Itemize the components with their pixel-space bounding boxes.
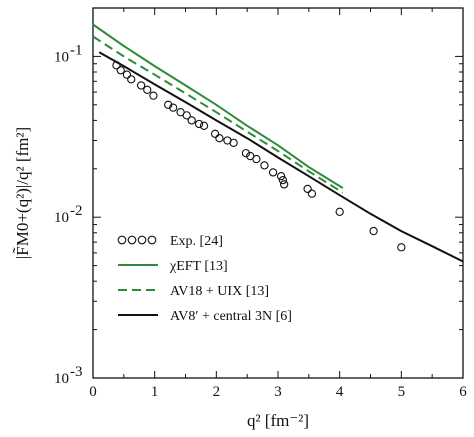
legend-entry-av18: AV18 + UIX [13]: [118, 284, 269, 299]
legend-label: Exp. [24]: [170, 234, 223, 249]
x-tick-label: 0: [89, 384, 97, 400]
legend-label: AV18 + UIX [13]: [170, 284, 269, 299]
data-point: [307, 189, 317, 198]
data-point: [122, 70, 132, 79]
legend-label: AV8′ + central 3N [6]: [170, 309, 292, 324]
data-point: [303, 184, 312, 194]
plot-area: [92, 7, 464, 379]
x-tick-label: 1: [151, 384, 159, 400]
data-point: [187, 116, 196, 125]
y-tick-label: 10: [54, 371, 69, 387]
data-point: [215, 134, 224, 143]
data-point: [268, 168, 278, 177]
x-tick-label: 2: [213, 384, 221, 400]
data-point: [229, 138, 238, 147]
series-line-av8: [98, 51, 464, 263]
data-point: [397, 243, 406, 252]
data-point: [116, 66, 125, 75]
axis-ticks: [92, 7, 464, 379]
series-exp: [112, 61, 406, 252]
data-point: [194, 119, 204, 129]
data-point: [169, 103, 178, 112]
data-point: [278, 175, 288, 185]
legend-entry-chieft: χEFT [13]: [118, 259, 228, 274]
legend-marker: [127, 235, 137, 245]
data-point: [335, 207, 344, 216]
y-tick-label: 10: [54, 49, 69, 65]
data-point: [276, 172, 286, 181]
data-point: [210, 129, 220, 138]
y-axis-label: |F̃M0+(q²)|/q² [fm²]: [13, 127, 32, 259]
y-tick-exponent: -1: [70, 42, 83, 58]
y-tick-exponent: -2: [70, 203, 83, 219]
y-tick-label: 10: [54, 210, 69, 226]
legend: Exp. [24] χEFT [13] AV18 + UIX [13] AV8′ + …: [117, 234, 292, 324]
data-point: [149, 91, 158, 100]
data-point: [164, 100, 173, 109]
data-point: [199, 121, 209, 130]
x-tick-label: 3: [274, 384, 282, 400]
legend-marker: [137, 235, 147, 245]
legend-marker: [117, 235, 127, 245]
data-point: [127, 75, 136, 84]
series-line-av18: [92, 35, 344, 194]
legend-label: χEFT [13]: [169, 259, 228, 274]
x-tick-label: 6: [459, 384, 467, 400]
y-tick-exponent: -3: [70, 364, 83, 380]
data-point: [143, 85, 152, 94]
data-point: [280, 180, 289, 189]
series-line-chieft: [92, 23, 344, 189]
legend-marker: [147, 235, 157, 245]
series-layer: [92, 23, 464, 263]
data-point: [260, 161, 269, 170]
data-point: [369, 226, 378, 236]
x-tick-label: 4: [336, 384, 344, 400]
legend-entry-av8: AV8′ + central 3N [6]: [118, 309, 292, 324]
x-axis-label: q² [fm⁻²]: [247, 411, 309, 430]
data-point: [241, 149, 251, 158]
legend-entry-exp: Exp. [24]: [117, 234, 223, 249]
data-point: [182, 111, 191, 120]
tick-labels: 0 1 2 3 4 5 610-310-210-1: [54, 42, 467, 400]
data-point: [136, 81, 146, 90]
data-point: [252, 154, 261, 164]
x-tick-label: 5: [398, 384, 406, 400]
